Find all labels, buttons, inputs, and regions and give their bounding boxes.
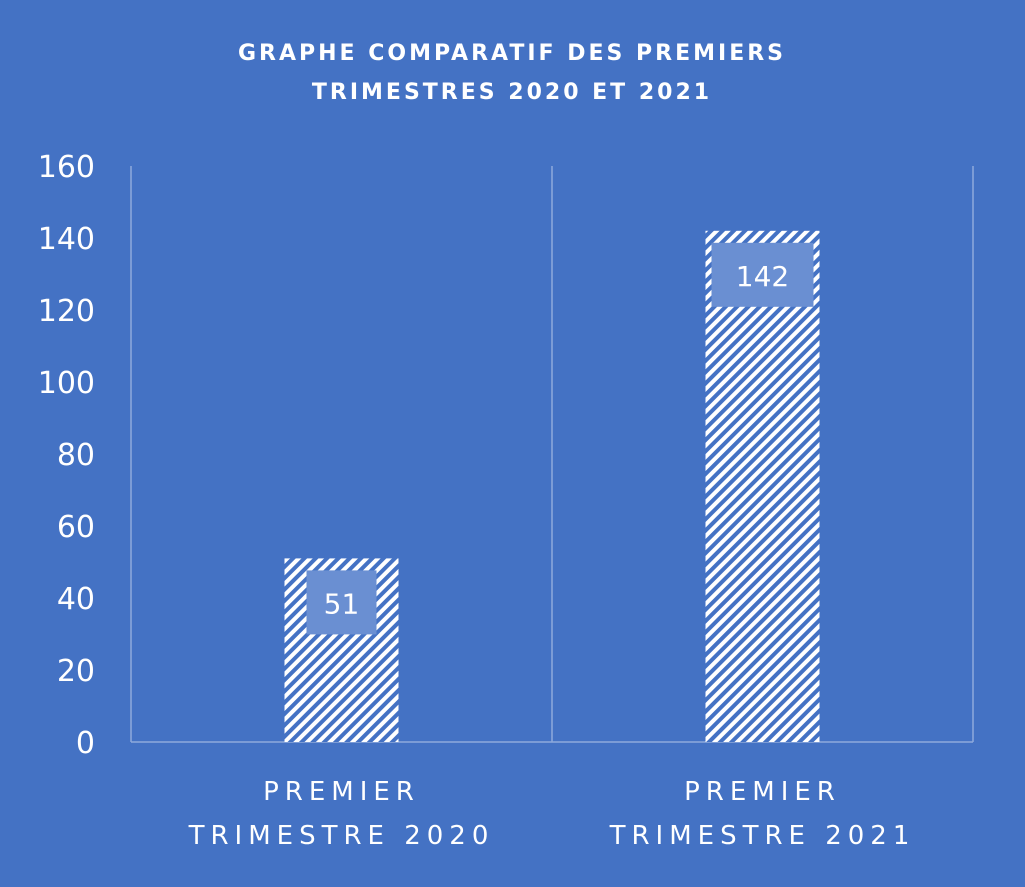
gridlines bbox=[130, 166, 974, 743]
x-tick-label: PREMIER bbox=[684, 777, 841, 807]
y-tick-label: 160 bbox=[38, 150, 95, 185]
data-label-box bbox=[711, 242, 814, 307]
y-tick-label: 100 bbox=[38, 366, 95, 401]
x-tick-label: PREMIER bbox=[263, 777, 420, 807]
y-tick-label: 0 bbox=[76, 726, 95, 761]
y-axis-ticks: 0 20 40 60 80 100 120 140 160 bbox=[38, 150, 95, 761]
bar bbox=[705, 230, 820, 743]
y-tick-label: 140 bbox=[38, 222, 95, 257]
bars: 51 142 bbox=[284, 230, 820, 743]
y-tick-label: 80 bbox=[57, 438, 95, 473]
chart-title-line-1: GRAPHE COMPARATIF DES PREMIERS bbox=[238, 41, 786, 66]
data-label: 51 bbox=[324, 587, 360, 620]
y-tick-label: 120 bbox=[38, 294, 95, 329]
y-tick-label: 40 bbox=[57, 582, 95, 617]
y-tick-label: 20 bbox=[57, 654, 95, 689]
x-tick-label: TRIMESTRE 2020 bbox=[188, 821, 495, 851]
y-tick-label: 60 bbox=[57, 510, 95, 545]
chart-title-line-2: TRIMESTRES 2020 ET 2021 bbox=[312, 80, 712, 105]
x-axis-ticks: PREMIER TRIMESTRE 2020 PREMIER TRIMESTRE 20… bbox=[188, 777, 916, 851]
data-label-box bbox=[306, 570, 377, 635]
x-tick-label: TRIMESTRE 2021 bbox=[609, 821, 916, 851]
data-label: 142 bbox=[736, 260, 789, 293]
